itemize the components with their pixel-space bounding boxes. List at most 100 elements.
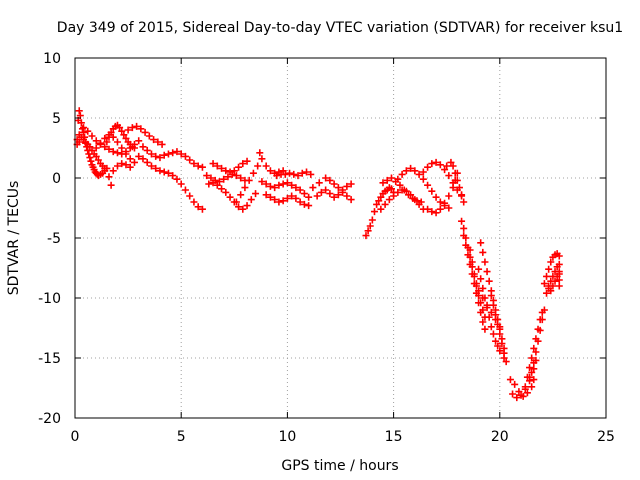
data-point [413, 197, 421, 205]
data-point [555, 282, 563, 290]
data-point [396, 181, 404, 189]
data-point [262, 191, 270, 199]
data-point [513, 394, 521, 402]
data-point [92, 144, 100, 152]
data-point [464, 251, 472, 259]
data-point [213, 162, 221, 170]
data-point [247, 196, 255, 204]
data-point [177, 150, 185, 158]
data-point [481, 258, 489, 266]
data-point [94, 156, 102, 164]
data-point [296, 198, 304, 206]
data-point [322, 174, 330, 182]
data-point [105, 131, 113, 139]
data-point [141, 128, 149, 136]
series-tracks-early [73, 107, 206, 213]
data-point [245, 176, 253, 184]
x-tick-label: 0 [71, 429, 80, 445]
data-point [101, 164, 109, 172]
data-point [441, 199, 449, 207]
data-point [135, 137, 143, 145]
data-point [86, 154, 94, 162]
data-point [502, 358, 510, 366]
data-point [224, 173, 232, 181]
data-point [496, 330, 504, 338]
data-point [241, 184, 249, 192]
data-point [547, 287, 555, 295]
data-point [481, 325, 489, 333]
data-point [249, 169, 257, 177]
data-point [485, 313, 493, 321]
data-point [515, 388, 523, 396]
data-points [73, 107, 563, 402]
data-point [160, 151, 168, 159]
data-point [258, 155, 266, 163]
data-point [96, 139, 104, 147]
data-point [387, 174, 395, 182]
data-point [526, 373, 534, 381]
data-point [521, 383, 529, 391]
data-point [362, 232, 370, 240]
data-point [538, 308, 546, 316]
data-point [75, 138, 83, 146]
data-point [271, 196, 279, 204]
data-point [135, 152, 143, 160]
data-point [334, 191, 342, 199]
data-point [84, 127, 92, 135]
data-point [181, 186, 189, 194]
data-point [235, 163, 243, 171]
grid-lines [75, 58, 606, 418]
data-point [215, 178, 223, 186]
data-point [492, 311, 500, 319]
data-point [190, 160, 198, 168]
data-point [443, 162, 451, 170]
data-point [181, 152, 189, 160]
x-tick-label: 10 [278, 429, 296, 445]
data-point [205, 180, 213, 188]
data-point [483, 304, 491, 312]
data-point [92, 152, 100, 160]
data-point [390, 192, 398, 200]
data-point [209, 160, 217, 168]
data-point [419, 175, 427, 183]
data-point [530, 365, 538, 373]
data-point [334, 184, 342, 192]
data-point [500, 349, 508, 357]
data-point [139, 143, 147, 151]
data-point [398, 170, 406, 178]
data-point [479, 248, 487, 256]
data-point [177, 180, 185, 188]
data-point [536, 316, 544, 324]
data-point [400, 186, 408, 194]
data-point [394, 188, 402, 196]
data-point [239, 160, 247, 168]
data-point [218, 185, 226, 193]
y-tick-label: 10 [43, 51, 61, 67]
data-point [326, 176, 334, 184]
data-point [281, 170, 289, 178]
data-point [481, 294, 489, 302]
series-tracks-drop [458, 217, 510, 366]
series-tracks-late [362, 158, 468, 240]
data-point [477, 308, 485, 316]
data-point [300, 190, 308, 198]
data-point [118, 160, 126, 168]
data-point [169, 172, 177, 180]
data-point [555, 252, 563, 260]
data-point [145, 132, 153, 140]
data-point [222, 188, 230, 196]
data-point [402, 167, 410, 175]
data-point [118, 144, 126, 152]
data-point [373, 200, 381, 208]
data-point [460, 224, 468, 232]
data-point [133, 122, 141, 130]
data-point [279, 180, 287, 188]
data-point [411, 167, 419, 175]
data-point [309, 184, 317, 192]
data-point [477, 275, 485, 283]
data-point [300, 200, 308, 208]
data-point [330, 193, 338, 201]
data-point [494, 342, 502, 350]
data-point [366, 222, 374, 230]
x-tick-label: 20 [491, 429, 509, 445]
